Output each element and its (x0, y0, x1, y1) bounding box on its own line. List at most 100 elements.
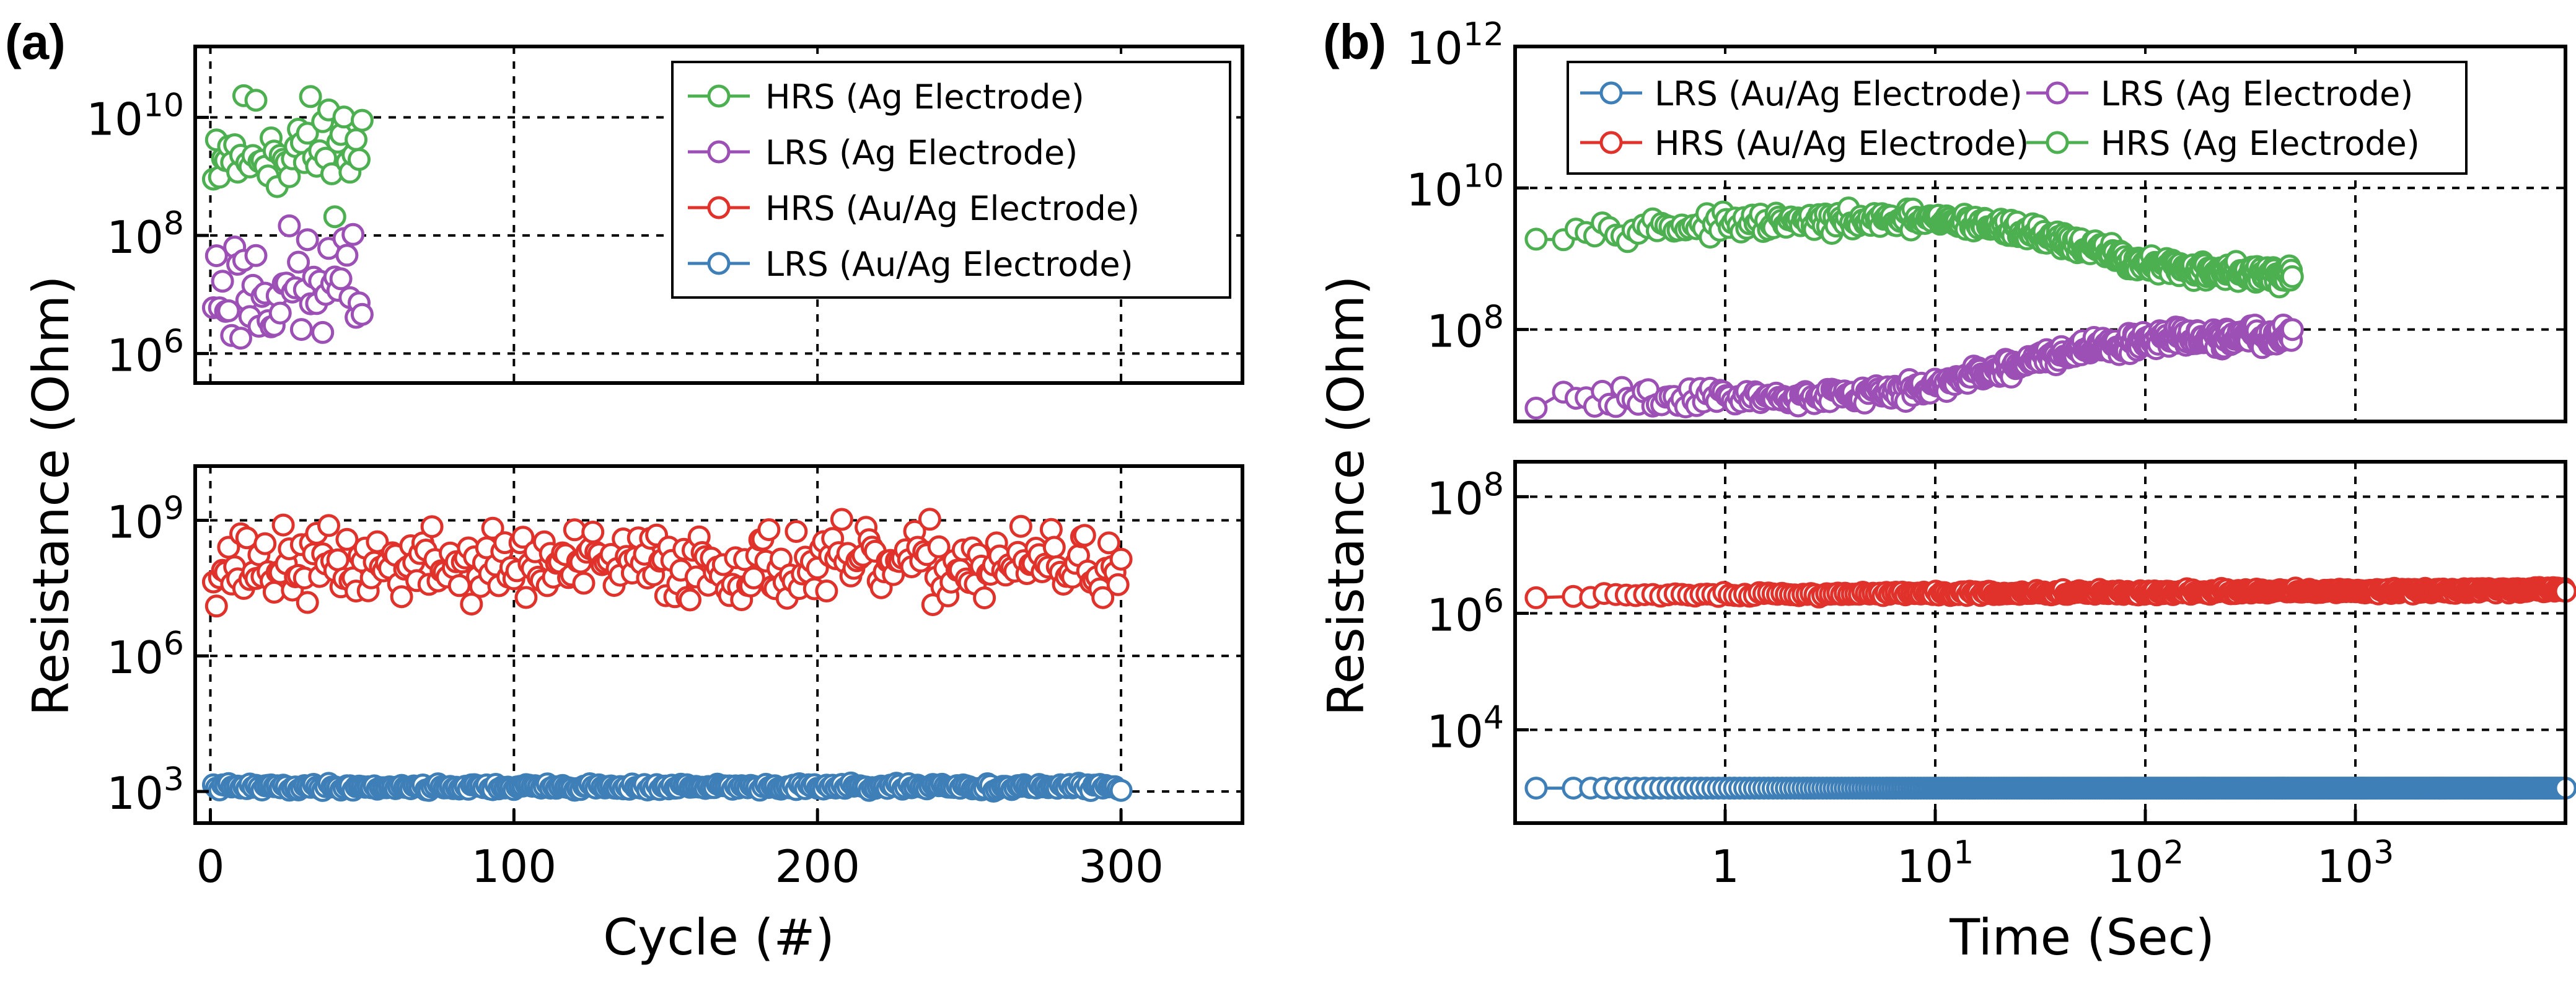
panel-a-legend-swatch-marker (707, 84, 731, 108)
panel-b-ytick-label-upper: 108 (1426, 299, 1504, 358)
panel-a-data-point (1109, 778, 1133, 802)
panel-a-data-point (278, 214, 301, 237)
panel-b-xtick-label: 103 (2317, 834, 2394, 893)
panel-b-xtick-label: 1 (1711, 840, 1739, 893)
panel-b-legend-swatch-marker (1599, 81, 1623, 105)
panel-a-data-point (341, 223, 365, 246)
panel-a-series-red (201, 508, 1133, 618)
panel-a-data-point (511, 526, 535, 549)
panel-b-legend-label: LRS (Ag Electrode) (2101, 74, 2413, 113)
panel-a-data-point (1009, 514, 1032, 538)
panel-b-data-point (1524, 586, 1548, 609)
panel-a-legend-label: LRS (Ag Electrode) (765, 133, 1078, 172)
panel-a-data-point (742, 566, 765, 589)
panel-a-data-point (918, 508, 941, 531)
panel-a-xlabel: Cycle (#) (603, 909, 835, 966)
panel-a-upper-frame (193, 45, 1244, 385)
panel-a-data-point (335, 527, 359, 551)
panel-a-data-point (785, 520, 808, 543)
panel-b-legend-label: HRS (Ag Electrode) (2101, 124, 2420, 163)
panel-a-data-point (1106, 573, 1130, 596)
panel-b-data-point (2280, 265, 2304, 288)
panel-b-series-green (1524, 196, 2304, 299)
panel-b-series-blue (1524, 777, 2576, 800)
panel-b-xlabel: Time (Sec) (1949, 909, 2215, 966)
panel-a-data-point (296, 228, 319, 252)
panel-a-xtick-label: 0 (196, 840, 225, 893)
panel-b-ytick-label-upper: 1012 (1406, 16, 1504, 74)
panel-b-series-red (1524, 576, 2576, 609)
panel-b-legend: LRS (Au/Ag Electrode) LRS (Ag Electrode) H… (1567, 61, 2468, 175)
panel-b-ytick-label-upper: 1010 (1406, 157, 1504, 216)
frame-layer (193, 45, 2567, 825)
panel-a-data-point (229, 327, 252, 350)
panel-a-legend-box (671, 61, 1231, 299)
panel-b-ylabel: Resistance (Ohm) (1317, 276, 1375, 716)
panel-a-data-point (311, 320, 335, 344)
panel-b-lower-frame (1513, 460, 2567, 825)
panel-a-data-point (830, 508, 853, 531)
panel-a-data-point (317, 514, 340, 537)
panel-a-xtick-label: 200 (775, 840, 859, 893)
panel-b-label: (b) (1323, 14, 1386, 69)
panel-a-lower-frame (193, 464, 1244, 825)
panel-b-series-purple (1524, 314, 2304, 420)
panel-a-ytick-label-lower: 109 (107, 490, 184, 548)
panel-a-data-point (289, 318, 313, 342)
legend-layer: HRS (Ag Electrode) LRS (Ag Electrode) HRS … (671, 61, 2468, 299)
panel-a-data-point (481, 516, 504, 540)
panel-a-data-point (348, 148, 371, 171)
panel-a-data-point (420, 515, 444, 539)
panel-a-data-point (350, 108, 374, 132)
panel-a-data-point (335, 244, 359, 267)
panel-a-data-point (345, 128, 368, 151)
panel-b-xtick-label: 101 (1897, 834, 1974, 893)
panel-b-ytick-label-lower: 108 (1426, 466, 1504, 524)
panel-b-data-point (1524, 397, 1548, 420)
panel-b-legend-label: LRS (Au/Ag Electrode) (1655, 74, 2023, 113)
panel-a-data-point (244, 89, 268, 112)
panel-a-data-point (332, 105, 356, 129)
panel-a-data-point (927, 535, 951, 558)
panel-a-data-point (1109, 547, 1133, 571)
panel-b-data-point (1524, 777, 1548, 800)
panel-a-data-point (563, 518, 586, 542)
panel-a-ylabel: Resistance (Ohm) (22, 276, 80, 716)
panel-b-legend-swatch-marker (2046, 131, 2069, 154)
panel-a-data-point (326, 548, 349, 571)
panel-b-xtick-label: 102 (2107, 834, 2184, 893)
panel-a-legend: HRS (Ag Electrode) LRS (Ag Electrode) HRS … (671, 61, 1231, 299)
panel-a-series-green (201, 84, 374, 229)
panel-a-data-point (815, 580, 838, 602)
panel-a-data-point (390, 585, 413, 609)
panel-a-data-point (323, 205, 346, 229)
panel-a-data-point (253, 532, 277, 555)
panel-a-data-point (757, 518, 781, 542)
panel-a-data-point (1042, 536, 1066, 559)
panel-a-ytick-label-lower: 103 (107, 761, 184, 819)
panel-a-data-point (271, 513, 295, 537)
panel-b-ytick-label-lower: 104 (1426, 700, 1504, 758)
panel-a-data-point (581, 521, 605, 544)
panel-a-data-point (296, 121, 319, 145)
panel-a-data-point (329, 267, 353, 291)
panel-b-legend-label: HRS (Au/Ag Electrode) (1655, 124, 2029, 163)
data-layer (201, 84, 2576, 803)
panel-a-data-point (572, 571, 596, 595)
panel-a-data-point (366, 530, 389, 553)
panel-a-legend-swatch-marker (707, 252, 731, 275)
panel-a-data-point (460, 593, 483, 616)
panel-a-legend-swatch-marker (707, 140, 731, 164)
panel-a-data-point (244, 244, 268, 267)
panel-a-series-blue (201, 771, 1133, 803)
panel-a-data-point (296, 591, 319, 614)
panel-b-upper-frame (1513, 45, 2567, 423)
panel-a-ytick-label-upper: 1010 (86, 87, 184, 145)
panel-a-ytick-label-upper: 106 (107, 323, 184, 381)
panel-a-data-point (973, 586, 996, 610)
panel-a-legend-label: HRS (Ag Electrode) (765, 77, 1084, 117)
panel-a-xtick-label: 300 (1078, 840, 1163, 893)
panel-a-ytick-label-lower: 106 (107, 625, 184, 684)
panel-a-series-purple (201, 214, 374, 350)
